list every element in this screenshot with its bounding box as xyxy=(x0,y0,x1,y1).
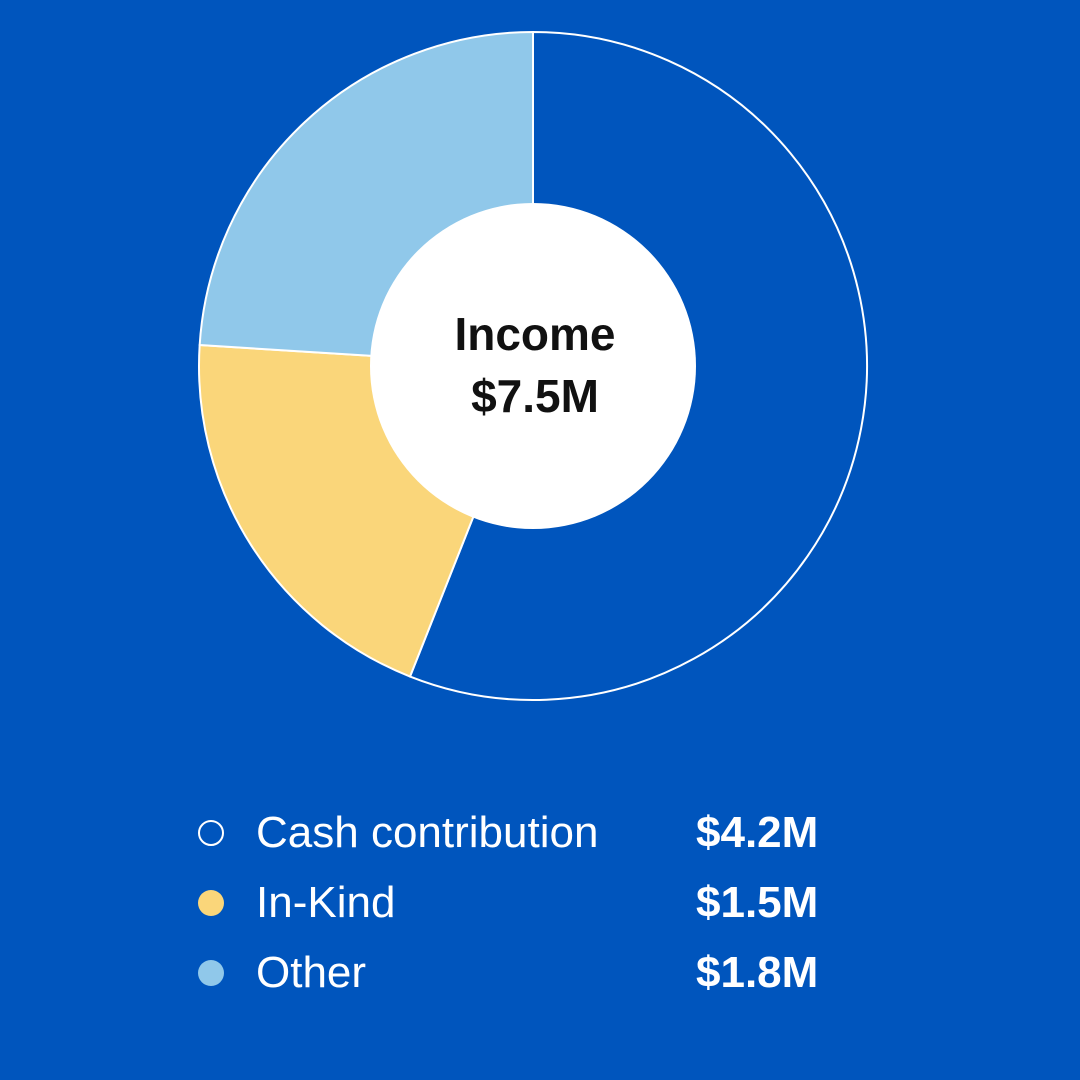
legend-label-cash-contribution: Cash contribution xyxy=(256,808,599,857)
donut-center xyxy=(370,203,696,529)
legend-value-in-kind: $1.5M xyxy=(696,878,819,927)
legend-item-cash-contribution: Cash contribution $4.2M xyxy=(198,798,858,868)
legend-item-in-kind: In-Kind $1.5M xyxy=(198,868,858,938)
legend-swatch-other xyxy=(198,960,224,986)
legend-value-cash-contribution: $4.2M xyxy=(696,808,819,857)
legend-label-other: Other xyxy=(256,948,367,997)
legend-label-in-kind: In-Kind xyxy=(256,878,396,927)
legend-swatch-cash-contribution xyxy=(198,820,224,846)
legend-value-other: $1.8M xyxy=(696,948,819,997)
legend-swatch-in-kind xyxy=(198,890,224,916)
donut-chart: Income $7.5M xyxy=(198,31,868,701)
legend: Cash contribution $4.2M In-Kind $1.5M Ot… xyxy=(198,798,858,1008)
center-title: Income xyxy=(454,308,615,360)
center-total: $7.5M xyxy=(471,370,599,422)
legend-item-other: Other $1.8M xyxy=(198,938,858,1008)
